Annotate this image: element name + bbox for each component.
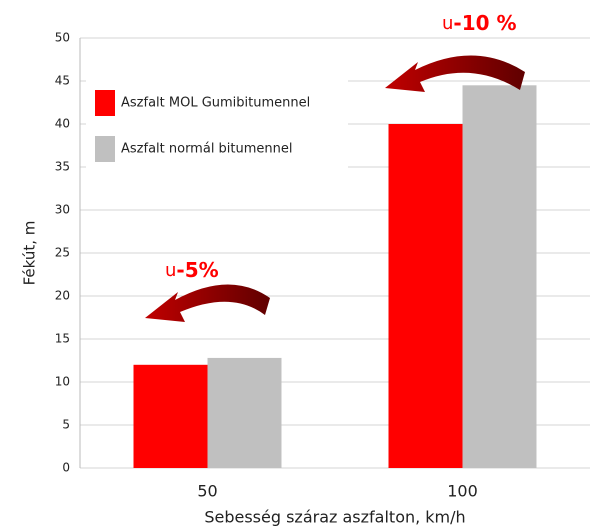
annotation-text: -5% bbox=[176, 258, 218, 282]
x-axis-label: Sebesség száraz aszfalton, km/h bbox=[204, 508, 465, 527]
annotation: u-10 % bbox=[442, 11, 517, 35]
bar bbox=[133, 364, 208, 468]
y-tick-label: 45 bbox=[55, 74, 70, 88]
y-tick-label: 10 bbox=[55, 375, 70, 389]
x-tick-label: 50 bbox=[197, 482, 217, 501]
annotation: u-5% bbox=[165, 258, 219, 282]
legend-swatch bbox=[95, 90, 115, 116]
legend-box bbox=[86, 80, 348, 168]
y-tick-label: 25 bbox=[55, 246, 70, 260]
bar bbox=[462, 85, 537, 469]
y-tick-label: 0 bbox=[62, 461, 70, 475]
y-tick-label: 20 bbox=[55, 289, 70, 303]
legend-label: Aszfalt normál bitumennel bbox=[121, 142, 293, 157]
arrow bbox=[385, 55, 525, 92]
annotation-prefix: u bbox=[442, 13, 453, 34]
y-tick-label: 5 bbox=[62, 418, 70, 432]
y-tick-label: 35 bbox=[55, 160, 70, 174]
y-tick-label: 30 bbox=[55, 203, 70, 217]
arrow bbox=[145, 284, 270, 322]
bars bbox=[133, 85, 537, 469]
annotation-prefix: u bbox=[165, 260, 176, 281]
y-tick-label: 50 bbox=[55, 31, 70, 45]
y-tick-label: 15 bbox=[55, 332, 70, 346]
x-tick-label: 100 bbox=[447, 482, 478, 501]
y-axis-label: Fékút, m bbox=[21, 221, 39, 286]
y-tick-label: 40 bbox=[55, 117, 70, 131]
legend-swatch bbox=[95, 136, 115, 162]
bar bbox=[388, 124, 463, 468]
annotation-text: -10 % bbox=[453, 11, 516, 35]
bar bbox=[207, 357, 282, 468]
legend-label: Aszfalt MOL Gumibitumennel bbox=[121, 96, 310, 111]
